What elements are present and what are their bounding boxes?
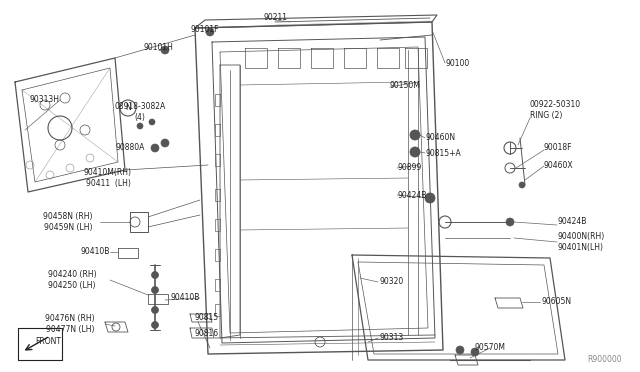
Text: 90313: 90313 bbox=[380, 334, 404, 343]
Circle shape bbox=[152, 321, 159, 328]
Text: 90605N: 90605N bbox=[542, 298, 572, 307]
Text: 90410B: 90410B bbox=[170, 294, 200, 302]
Text: FRONT: FRONT bbox=[35, 337, 61, 346]
Circle shape bbox=[506, 218, 514, 226]
Circle shape bbox=[519, 182, 525, 188]
Text: 90424B: 90424B bbox=[558, 218, 588, 227]
Text: 90424B: 90424B bbox=[397, 190, 426, 199]
Circle shape bbox=[471, 348, 479, 356]
Circle shape bbox=[206, 28, 214, 36]
Text: 90313H: 90313H bbox=[30, 96, 60, 105]
Text: 90101H: 90101H bbox=[143, 44, 173, 52]
Circle shape bbox=[456, 346, 464, 354]
Text: 90899: 90899 bbox=[397, 164, 421, 173]
Text: 90570M: 90570M bbox=[474, 343, 506, 353]
Text: 90400N(RH)
90401N(LH): 90400N(RH) 90401N(LH) bbox=[558, 232, 605, 252]
Circle shape bbox=[151, 144, 159, 152]
Circle shape bbox=[137, 123, 143, 129]
Text: 90460N: 90460N bbox=[425, 134, 455, 142]
Text: 90816: 90816 bbox=[195, 328, 219, 337]
Text: 00922-50310
RING (2): 00922-50310 RING (2) bbox=[530, 100, 581, 120]
Text: 90476N (RH)
90477N (LH): 90476N (RH) 90477N (LH) bbox=[45, 314, 95, 334]
Text: 08918-3082A
(4): 08918-3082A (4) bbox=[115, 102, 166, 122]
Text: 90815: 90815 bbox=[195, 314, 219, 323]
Text: 90880A: 90880A bbox=[115, 144, 145, 153]
Text: 90320: 90320 bbox=[380, 278, 404, 286]
Text: 904240 (RH)
904250 (LH): 904240 (RH) 904250 (LH) bbox=[48, 270, 96, 290]
Text: 90101F: 90101F bbox=[191, 26, 220, 35]
Text: 90018F: 90018F bbox=[544, 144, 573, 153]
Text: 90460X: 90460X bbox=[544, 161, 573, 170]
Circle shape bbox=[149, 119, 155, 125]
Circle shape bbox=[152, 307, 159, 314]
Text: R900000: R900000 bbox=[588, 355, 622, 364]
Circle shape bbox=[425, 193, 435, 203]
Circle shape bbox=[410, 130, 420, 140]
Text: 90458N (RH)
90459N (LH): 90458N (RH) 90459N (LH) bbox=[44, 212, 93, 232]
Text: 90410B: 90410B bbox=[80, 247, 109, 257]
Text: 90100: 90100 bbox=[446, 58, 470, 67]
Circle shape bbox=[161, 46, 169, 54]
Circle shape bbox=[161, 139, 169, 147]
Circle shape bbox=[410, 147, 420, 157]
Text: 90815+A: 90815+A bbox=[425, 148, 461, 157]
Text: 90410M(RH)
90411  (LH): 90410M(RH) 90411 (LH) bbox=[84, 168, 132, 188]
Text: 90150M: 90150M bbox=[390, 80, 421, 90]
Circle shape bbox=[152, 272, 159, 279]
Circle shape bbox=[152, 286, 159, 294]
Text: 90211: 90211 bbox=[263, 13, 287, 22]
Text: N: N bbox=[125, 103, 131, 112]
